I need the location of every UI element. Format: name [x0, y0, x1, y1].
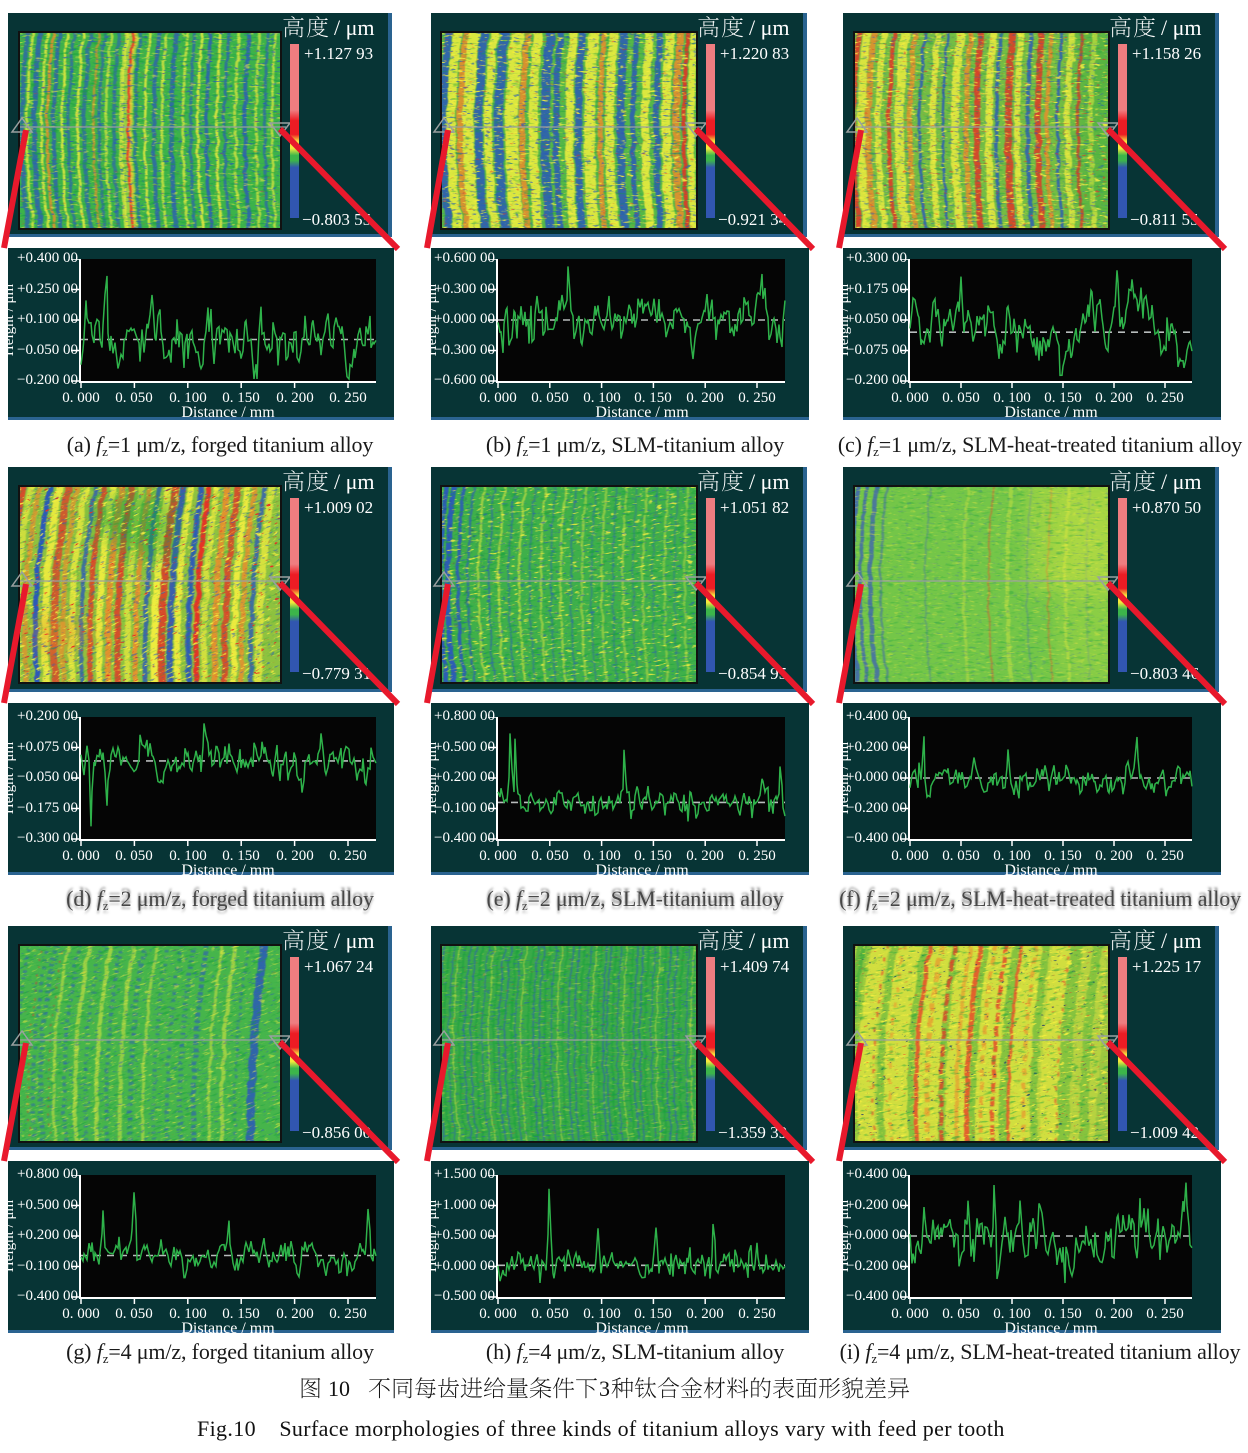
- svg-text:/ μm: / μm: [334, 928, 375, 953]
- svg-text:/ μm: / μm: [1161, 928, 1202, 953]
- svg-text:/ μm: / μm: [334, 469, 375, 494]
- svg-text:Height / μm: Height / μm: [836, 1200, 852, 1273]
- svg-text:Height / μm: Height / μm: [1, 284, 17, 357]
- svg-text:3: 3: [599, 1376, 610, 1401]
- svg-text:Height / μm: Height / μm: [424, 1200, 440, 1273]
- svg-text:/ μm: / μm: [1161, 15, 1202, 40]
- svg-text:/ μm: / μm: [749, 469, 790, 494]
- svg-text:/ μm: / μm: [334, 15, 375, 40]
- svg-text:/ μm: / μm: [749, 928, 790, 953]
- svg-text:/ μm: / μm: [1161, 469, 1202, 494]
- svg-text:Height / μm: Height / μm: [836, 284, 852, 357]
- svg-text:Height / μm: Height / μm: [1, 742, 17, 815]
- svg-text:/ μm: / μm: [749, 15, 790, 40]
- svg-text:Height / μm: Height / μm: [424, 742, 440, 815]
- svg-text:10: 10: [328, 1376, 350, 1401]
- svg-text:Height / μm: Height / μm: [1, 1200, 17, 1273]
- svg-text:Height / μm: Height / μm: [424, 284, 440, 357]
- svg-text:Height / μm: Height / μm: [836, 742, 852, 815]
